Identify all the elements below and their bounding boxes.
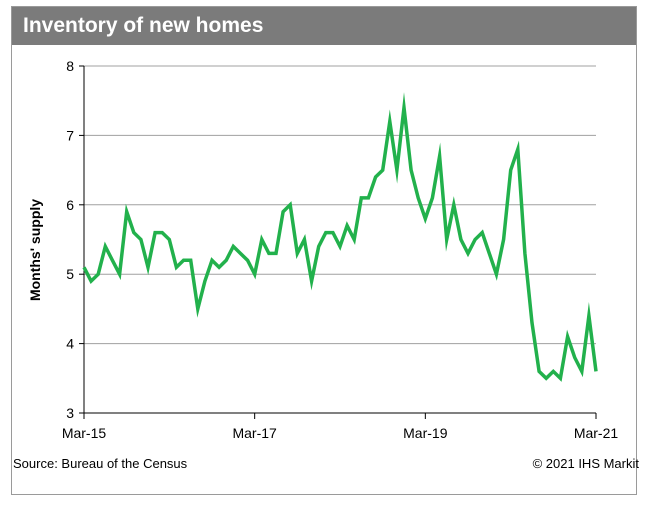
y-tick-label: 6 [66,197,74,213]
x-tick-label: Mar-17 [232,425,277,441]
x-tick-label: Mar-21 [574,425,619,441]
y-tick-label: 5 [66,266,74,282]
copyright-note: © 2021 IHS Markit [532,456,639,471]
gridlines [84,65,596,345]
axes [79,65,597,419]
y-axis-label: Months' supply [27,199,43,301]
x-tick-label: Mar-19 [403,425,448,441]
series-line [82,92,598,382]
source-note: Source: Bureau of the Census [13,456,188,471]
y-tick-label: 4 [66,336,74,352]
y-tick-label: 7 [66,127,74,143]
series-group [82,92,598,382]
y-tick-labels: 3 4 5 6 7 8 [66,58,74,421]
chart-title: Inventory of new homes [23,14,264,37]
title-bar: Inventory of new homes [12,7,636,45]
y-tick-label: 3 [66,405,74,421]
y-tick-label: 8 [66,58,74,74]
x-tick-labels: Mar-15 Mar-17 Mar-19 Mar-21 [62,425,619,441]
x-tick-label: Mar-15 [62,425,107,441]
